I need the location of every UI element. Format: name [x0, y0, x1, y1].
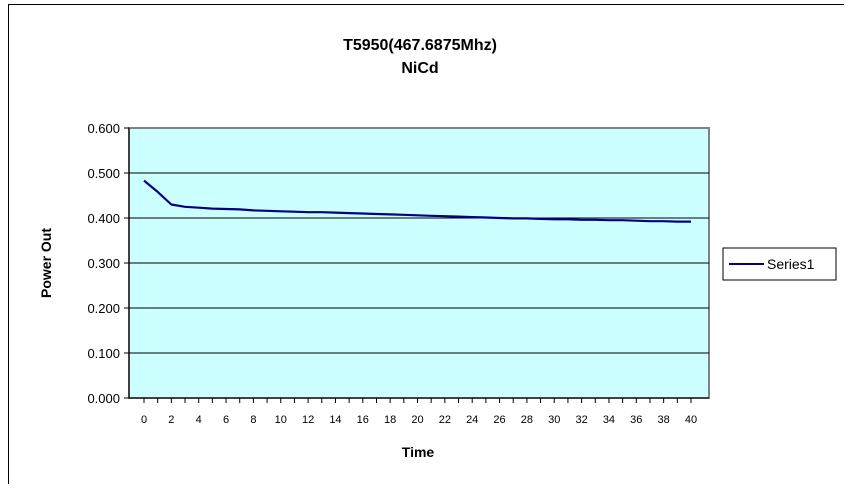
series-lines [143, 179, 691, 223]
y-tick-label: 0.000 [87, 391, 120, 406]
y-tick-label: 0.100 [87, 346, 120, 361]
x-tick-label: 22 [439, 414, 451, 426]
x-tick-label: 12 [302, 414, 314, 426]
x-tick-label: 24 [466, 414, 478, 426]
x-tick-label: 4 [196, 414, 202, 426]
x-tick-label: 30 [548, 414, 560, 426]
x-axis-label: Time [402, 444, 435, 460]
x-tick-label: 6 [223, 414, 229, 426]
x-tick-label: 14 [329, 414, 341, 426]
x-tick-label: 10 [275, 414, 287, 426]
x-tick-label: 16 [357, 414, 369, 426]
x-tick-label: 20 [411, 414, 423, 426]
y-tick-label: 0.500 [87, 166, 120, 181]
series-line-series1 [143, 179, 691, 223]
y-axis-ticks: 0.000 0.100 0.200 0.300 0.400 0.500 0.600 [87, 121, 709, 406]
x-tick-label: 36 [630, 414, 642, 426]
y-tick-label: 0.600 [87, 121, 120, 136]
y-tick-label: 0.200 [87, 301, 120, 316]
x-tick-label: 40 [685, 414, 697, 426]
x-tick-label: 0 [141, 414, 147, 426]
y-tick-label: 0.400 [87, 211, 120, 226]
y-tick-label: 0.300 [87, 256, 120, 271]
x-tick-label: 38 [658, 414, 670, 426]
x-tick-label: 8 [250, 414, 256, 426]
x-tick-label: 2 [168, 414, 174, 426]
x-tick-label: 18 [384, 414, 396, 426]
x-tick-label: 26 [493, 414, 505, 426]
x-tick-label: 34 [603, 414, 615, 426]
x-tick-label: 32 [575, 414, 587, 426]
y-axis-label: Power Out [38, 228, 54, 298]
chart-subtitle: NiCd [401, 60, 438, 77]
x-tick-label: 28 [521, 414, 533, 426]
legend-series1-label: Series1 [767, 256, 815, 272]
chart-title: T5950(467.6875Mhz) [343, 37, 497, 54]
x-axis-ticks: 0 2 4 6 8 10 12 14 16 18 20 22 24 26 28 30 32 34 36 38 40 [141, 398, 697, 426]
legend: Series1 [722, 247, 837, 281]
grid-lines [129, 172, 709, 354]
